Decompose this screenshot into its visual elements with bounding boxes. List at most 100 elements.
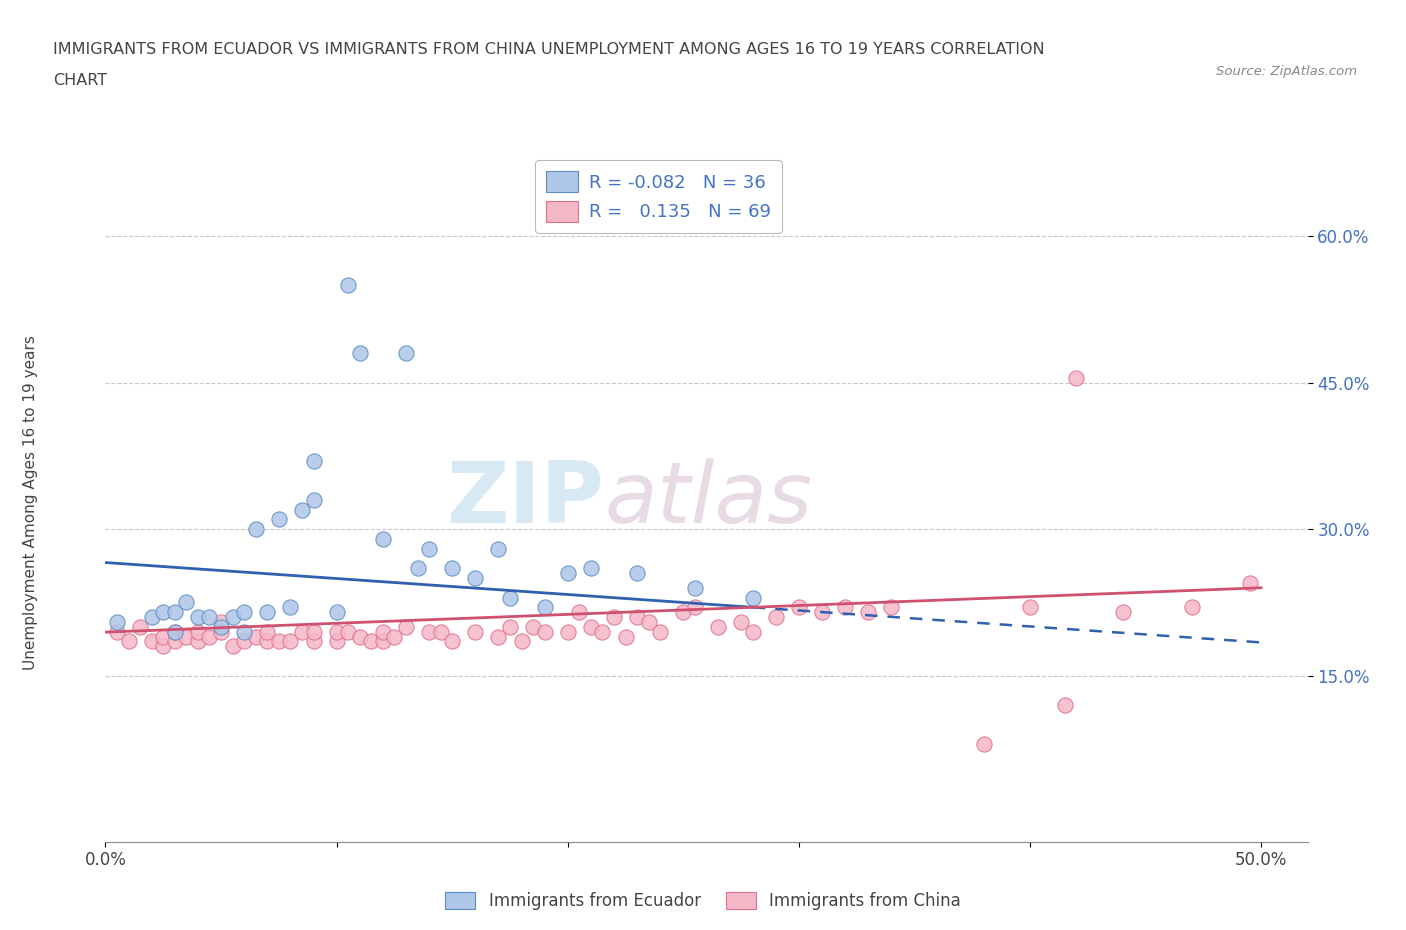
Point [105, 615, 128, 630]
Point [464, 571, 486, 586]
Point [233, 604, 256, 619]
Point [163, 634, 186, 649]
Point [371, 532, 394, 547]
Point [187, 634, 209, 649]
Point [337, 624, 360, 639]
Point [209, 615, 232, 630]
Point [499, 591, 522, 605]
Point [209, 624, 232, 639]
Point [129, 619, 152, 634]
Point [152, 639, 174, 654]
Point [533, 624, 555, 639]
Point [464, 624, 486, 639]
Point [163, 624, 186, 639]
Point [672, 604, 695, 619]
Point [568, 604, 591, 619]
Point [233, 624, 256, 639]
Point [302, 493, 325, 508]
Point [371, 624, 394, 639]
Point [245, 522, 267, 537]
Point [626, 565, 648, 580]
Point [176, 595, 198, 610]
Text: Unemployment Among Ages 16 to 19 years: Unemployment Among Ages 16 to 19 years [24, 335, 38, 670]
Point [579, 561, 602, 576]
Point [1239, 576, 1261, 591]
Point [429, 624, 451, 639]
Point [395, 346, 418, 361]
Text: ZIP: ZIP [447, 458, 605, 541]
Point [360, 634, 382, 649]
Point [858, 604, 880, 619]
Point [245, 630, 267, 644]
Point [488, 541, 510, 556]
Point [418, 624, 440, 639]
Point [280, 600, 302, 615]
Point [730, 615, 752, 630]
Point [221, 639, 243, 654]
Point [302, 624, 325, 639]
Text: CHART: CHART [53, 73, 107, 87]
Point [371, 634, 394, 649]
Point [765, 610, 787, 625]
Point [256, 624, 278, 639]
Point [603, 610, 626, 625]
Point [349, 346, 371, 361]
Point [683, 600, 706, 615]
Point [395, 619, 418, 634]
Point [105, 624, 128, 639]
Point [650, 624, 672, 639]
Point [592, 624, 614, 639]
Point [626, 610, 648, 625]
Point [1111, 604, 1133, 619]
Text: IMMIGRANTS FROM ECUADOR VS IMMIGRANTS FROM CHINA UNEMPLOYMENT AMONG AGES 16 TO 1: IMMIGRANTS FROM ECUADOR VS IMMIGRANTS FR… [53, 42, 1045, 57]
Point [488, 630, 510, 644]
Point [209, 619, 232, 634]
Point [198, 610, 221, 625]
Point [441, 634, 464, 649]
Point [811, 604, 834, 619]
Point [1019, 600, 1042, 615]
Point [163, 604, 186, 619]
Point [834, 600, 856, 615]
Point [741, 624, 763, 639]
Point [256, 634, 278, 649]
Point [198, 630, 221, 644]
Point [325, 634, 347, 649]
Point [176, 630, 198, 644]
Point [557, 565, 579, 580]
Point [325, 624, 347, 639]
Point [533, 600, 555, 615]
Point [973, 737, 995, 751]
Point [267, 634, 290, 649]
Point [557, 624, 579, 639]
Point [256, 604, 278, 619]
Point [221, 610, 243, 625]
Point [267, 512, 290, 527]
Point [1066, 370, 1088, 385]
Point [349, 630, 371, 644]
Point [522, 619, 544, 634]
Point [1053, 698, 1076, 712]
Point [141, 610, 163, 625]
Point [187, 624, 209, 639]
Point [163, 624, 186, 639]
Point [152, 604, 174, 619]
Point [302, 634, 325, 649]
Point [579, 619, 602, 634]
Point [418, 541, 440, 556]
Point [337, 278, 360, 293]
Legend: Immigrants from Ecuador, Immigrants from China: Immigrants from Ecuador, Immigrants from… [439, 885, 967, 917]
Point [117, 634, 139, 649]
Point [787, 600, 810, 615]
Point [741, 591, 763, 605]
Point [441, 561, 464, 576]
Point [302, 454, 325, 469]
Point [141, 634, 163, 649]
Point [233, 634, 256, 649]
Legend: R = -0.082   N = 36, R =   0.135   N = 69: R = -0.082 N = 36, R = 0.135 N = 69 [534, 160, 782, 232]
Text: Source: ZipAtlas.com: Source: ZipAtlas.com [1216, 65, 1357, 78]
Point [880, 600, 903, 615]
Point [291, 624, 314, 639]
Point [187, 610, 209, 625]
Point [1181, 600, 1204, 615]
